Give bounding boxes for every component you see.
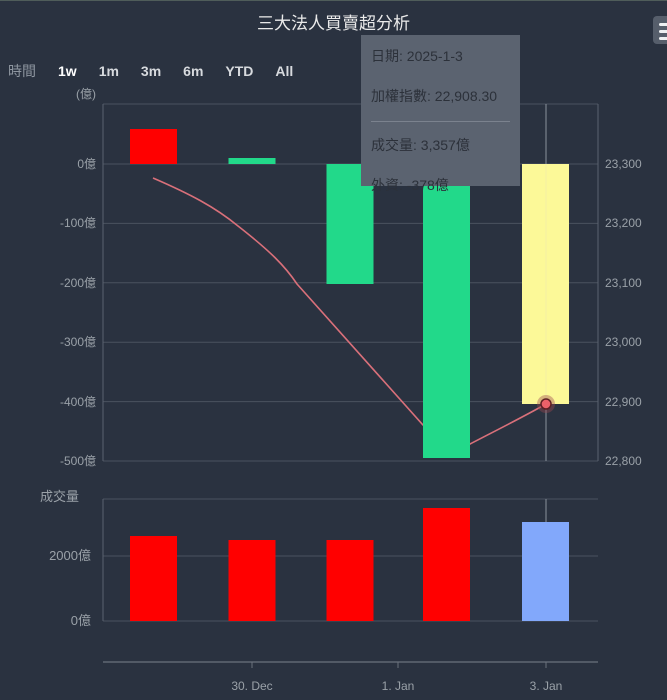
- svg-text:23,300: 23,300: [605, 157, 642, 171]
- svg-text:-500億: -500億: [60, 454, 96, 468]
- svg-text:22,800: 22,800: [605, 454, 642, 468]
- svg-text:23,100: 23,100: [605, 276, 642, 290]
- svg-text:-300億: -300億: [60, 335, 96, 349]
- svg-text:成交量: 成交量: [40, 489, 79, 504]
- svg-text:30. Dec: 30. Dec: [231, 679, 272, 693]
- svg-text:0億: 0億: [71, 613, 91, 628]
- svg-text:-200億: -200億: [60, 276, 96, 290]
- svg-text:-400億: -400億: [60, 395, 96, 409]
- svg-text:-100億: -100億: [60, 216, 96, 230]
- svg-text:3. Jan: 3. Jan: [530, 679, 563, 693]
- svg-text:1. Jan: 1. Jan: [382, 679, 415, 693]
- svg-text:0億: 0億: [77, 157, 96, 171]
- svg-text:2000億: 2000億: [49, 548, 91, 563]
- svg-text:22,900: 22,900: [605, 395, 642, 409]
- svg-text:23,000: 23,000: [605, 335, 642, 349]
- svg-text:23,200: 23,200: [605, 216, 642, 230]
- svg-text:(億): (億): [76, 87, 96, 101]
